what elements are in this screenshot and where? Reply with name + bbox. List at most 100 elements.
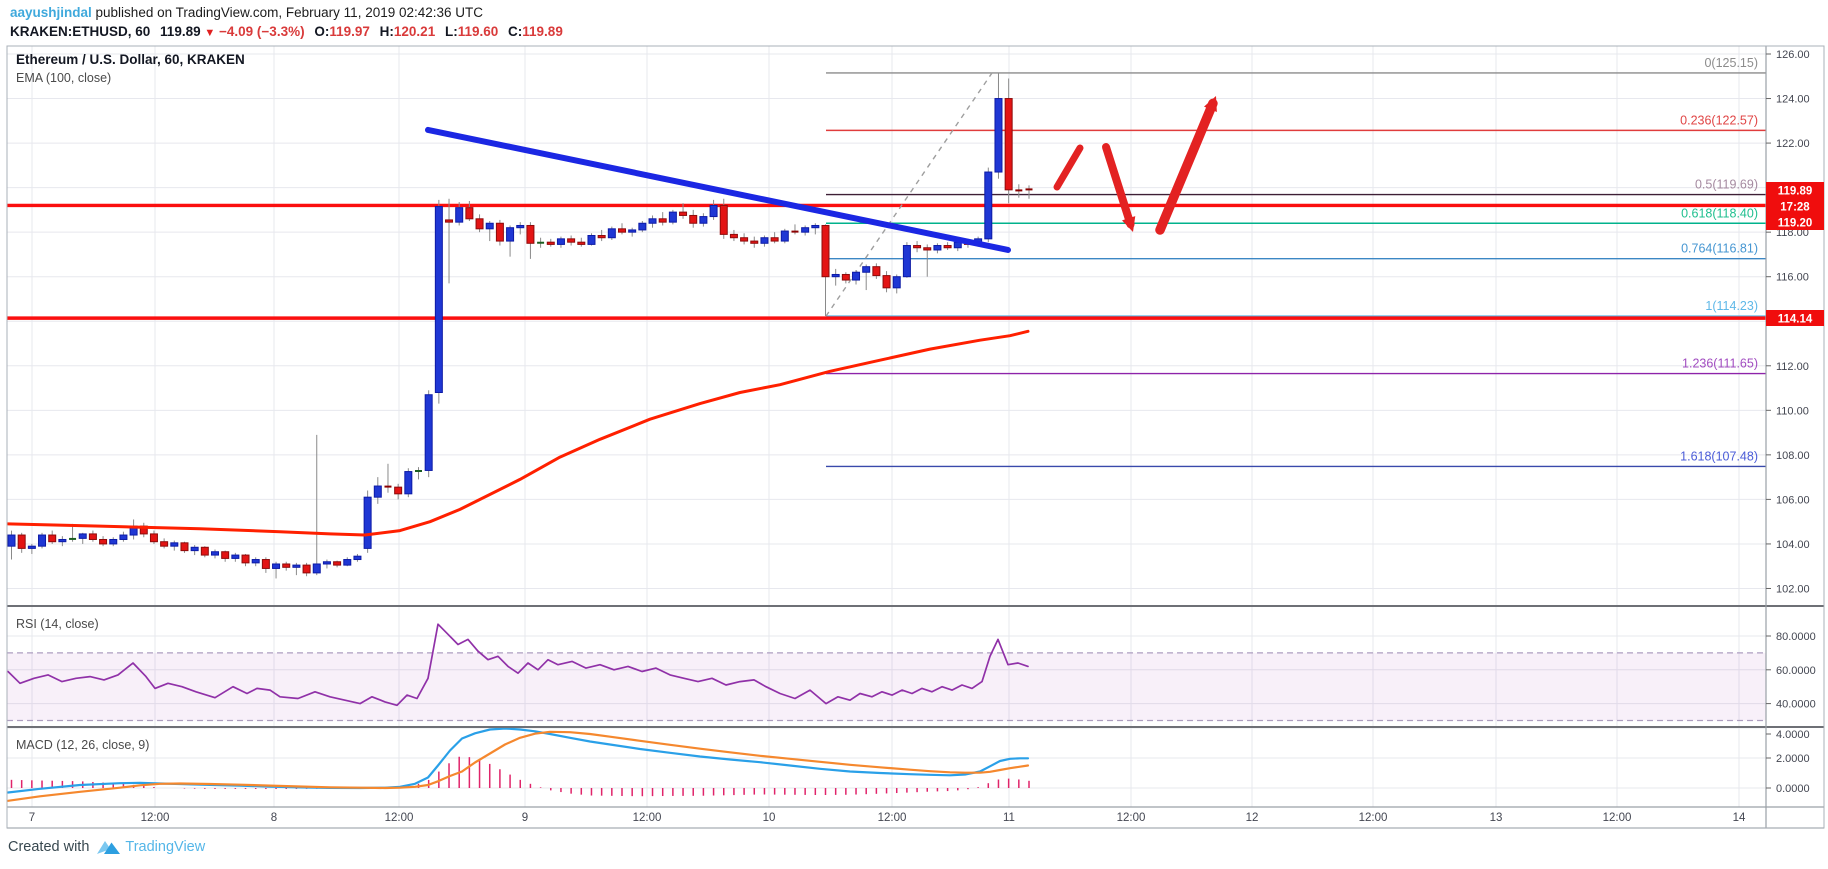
candle-body [526, 224, 535, 244]
candle-body [719, 204, 728, 235]
macd-tick-label: 4.0000 [1776, 729, 1810, 741]
byline-text: published on TradingView.com, February 1… [91, 5, 484, 20]
candle-body [831, 273, 840, 278]
price-badge-text: 119.20 [1778, 218, 1813, 230]
candle-body [119, 534, 128, 540]
candle-body [567, 238, 576, 243]
time-tick-label: 12:00 [1117, 812, 1146, 824]
created-with-text: Created with [8, 838, 90, 855]
candle-body [648, 218, 657, 224]
tradingview-link[interactable]: TradingView [125, 838, 206, 855]
annotation-arrow-shaft [1053, 144, 1084, 191]
time-tick-label: 12:00 [385, 812, 414, 824]
candle-body [149, 533, 158, 543]
candle-body [872, 266, 881, 277]
annotation-arrow-head [1122, 216, 1136, 232]
chart-title: Ethereum / U.S. Dollar, 60, KRAKEN [16, 52, 245, 67]
candle-body [99, 538, 108, 545]
candle-body [282, 563, 291, 568]
price-badge [1766, 310, 1824, 326]
candle-body [455, 207, 464, 223]
candle-body [180, 542, 189, 552]
candle-body [943, 245, 952, 249]
candle-body [241, 554, 250, 564]
down-triangle-icon: ▼ [204, 27, 216, 39]
candle-body [424, 394, 433, 471]
candle-body [658, 218, 667, 223]
time-tick-label: 7 [29, 812, 35, 824]
candle-body [994, 98, 1003, 173]
price-tick-label: 116.00 [1776, 272, 1809, 284]
candle-body [495, 222, 504, 242]
time-tick-label: 11 [1003, 812, 1015, 824]
candle-body [292, 564, 301, 568]
candle-body [862, 266, 871, 273]
candle-body [556, 238, 565, 245]
time-tick-label: 9 [522, 812, 528, 824]
annotation-arrow-shaft [1155, 98, 1218, 235]
rsi-tick-label: 60.0000 [1776, 665, 1816, 677]
macd-signal-line [6, 730, 1030, 802]
price-tick-label: 108.00 [1776, 450, 1810, 462]
symbol-interval: KRAKEN:ETHUSD, 60 [10, 24, 151, 39]
candle-body [770, 237, 779, 242]
candle-body [699, 216, 708, 224]
time-tick-label: 12:00 [141, 812, 170, 824]
open-value: 119.97 [329, 24, 370, 39]
candle-body [821, 224, 830, 278]
price-badge [1766, 198, 1824, 214]
candle-body [343, 559, 352, 566]
candle-body [373, 485, 382, 498]
time-tick-label: 13 [1490, 812, 1503, 824]
time-tick-label: 12 [1246, 812, 1259, 824]
candle-body [160, 541, 169, 547]
last-price: 119.89 [160, 24, 201, 39]
price-tick-label: 126.00 [1776, 49, 1810, 61]
price-tick-label: 122.00 [1776, 138, 1810, 150]
close-value: 119.89 [522, 24, 563, 39]
candle-body [27, 545, 36, 549]
candle-body [506, 227, 515, 242]
candle-body [475, 218, 484, 230]
candle-body [485, 222, 494, 230]
candle-body [445, 219, 454, 223]
price-change: −4.09 (−3.3%) [219, 24, 305, 39]
candle-body [333, 561, 342, 566]
candle-body [852, 271, 861, 281]
ema-study-label: EMA (100, close) [16, 71, 111, 85]
candle-body [38, 534, 47, 547]
candle-body [312, 563, 321, 574]
candle-body [322, 561, 331, 565]
candle-body [892, 276, 901, 289]
low-label: L: [444, 24, 458, 39]
candle-body [88, 533, 97, 540]
candle-body [811, 224, 820, 229]
author-link[interactable]: aayushjindal [10, 5, 92, 20]
candle-body [261, 559, 270, 569]
candle-body [394, 486, 403, 495]
rsi-study-label: RSI (14, close) [16, 617, 99, 631]
candle-body [363, 496, 372, 549]
candle-body [913, 245, 922, 249]
time-tick-label: 12:00 [1359, 812, 1388, 824]
candle-body [679, 211, 688, 216]
candle-body [902, 245, 911, 278]
candle-body [251, 559, 260, 564]
candle-body [434, 206, 443, 394]
candle-body [231, 554, 240, 559]
fib-label: 0.618(118.40) [1681, 206, 1758, 220]
candle-body [190, 546, 199, 552]
candle-body [618, 228, 626, 233]
candle-body [302, 564, 311, 574]
candle-body [801, 227, 810, 233]
rsi-tick-label: 80.0000 [1776, 631, 1816, 643]
candle-body [668, 211, 677, 223]
candle-body [577, 241, 586, 245]
candle-body [750, 240, 759, 244]
ema-line [6, 329, 1030, 537]
candle-body [628, 229, 637, 233]
high-label: H: [379, 24, 394, 39]
price-tick-label: 124.00 [1776, 94, 1810, 106]
